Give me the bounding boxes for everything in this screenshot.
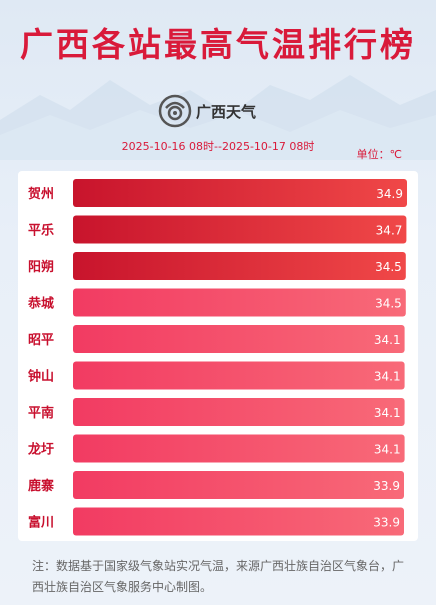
bar	[73, 361, 405, 390]
category-label: 贺州	[27, 186, 54, 202]
weather-logo-icon	[158, 94, 192, 128]
bar	[73, 179, 407, 207]
value-label: 34.1	[374, 370, 401, 384]
bar	[73, 434, 405, 463]
bar	[73, 471, 404, 499]
value-label: 34.5	[375, 297, 402, 311]
bar	[73, 288, 406, 317]
footnote: 注：数据基于国家级气象站实况气温，来源广西壮族自治区气象台，广西壮族自治区气象服…	[32, 559, 405, 594]
page-title: 广西各站最高气温排行榜	[20, 25, 416, 64]
date-range: 2025-10-16 08时--2025-10-17 08时	[121, 140, 315, 153]
mountain-background	[0, 75, 436, 160]
bar	[73, 398, 405, 426]
value-label: 34.5	[375, 260, 402, 274]
bar	[73, 325, 405, 353]
category-label: 恭城	[27, 296, 54, 312]
value-label: 34.9	[376, 187, 403, 201]
category-label: 龙圩	[28, 442, 54, 458]
value-label: 34.1	[374, 443, 401, 457]
bar	[73, 507, 404, 536]
value-label: 34.7	[376, 224, 403, 238]
value-label: 33.9	[373, 516, 400, 530]
value-label: 34.1	[374, 406, 401, 420]
bar	[73, 252, 406, 280]
value-label: 34.1	[374, 333, 401, 347]
category-label: 平南	[28, 405, 54, 421]
value-label: 33.9	[373, 479, 400, 493]
chart-svg: 贺州 34.9 平乐 34.7 阳朔 34.5 恭城 34.5 昭平 34.1 钟山 34.1 平南 34…	[27, 179, 407, 536]
category-label: 昭平	[28, 333, 54, 348]
bar	[73, 215, 407, 244]
category-label: 阳朔	[28, 259, 54, 275]
brand-name: 广西天气	[196, 102, 257, 121]
category-label: 富川	[28, 515, 54, 531]
category-label: 鹿寨	[28, 478, 54, 494]
category-label: 平乐	[28, 223, 54, 239]
unit-label: 单位：℃	[356, 148, 402, 161]
brand: 广西天气	[158, 94, 256, 128]
bar-chart: 贺州 34.9 平乐 34.7 阳朔 34.5 恭城 34.5 昭平 34.1 钟山 34.1 平南 34…	[18, 171, 418, 541]
category-label: 钟山	[28, 369, 54, 385]
